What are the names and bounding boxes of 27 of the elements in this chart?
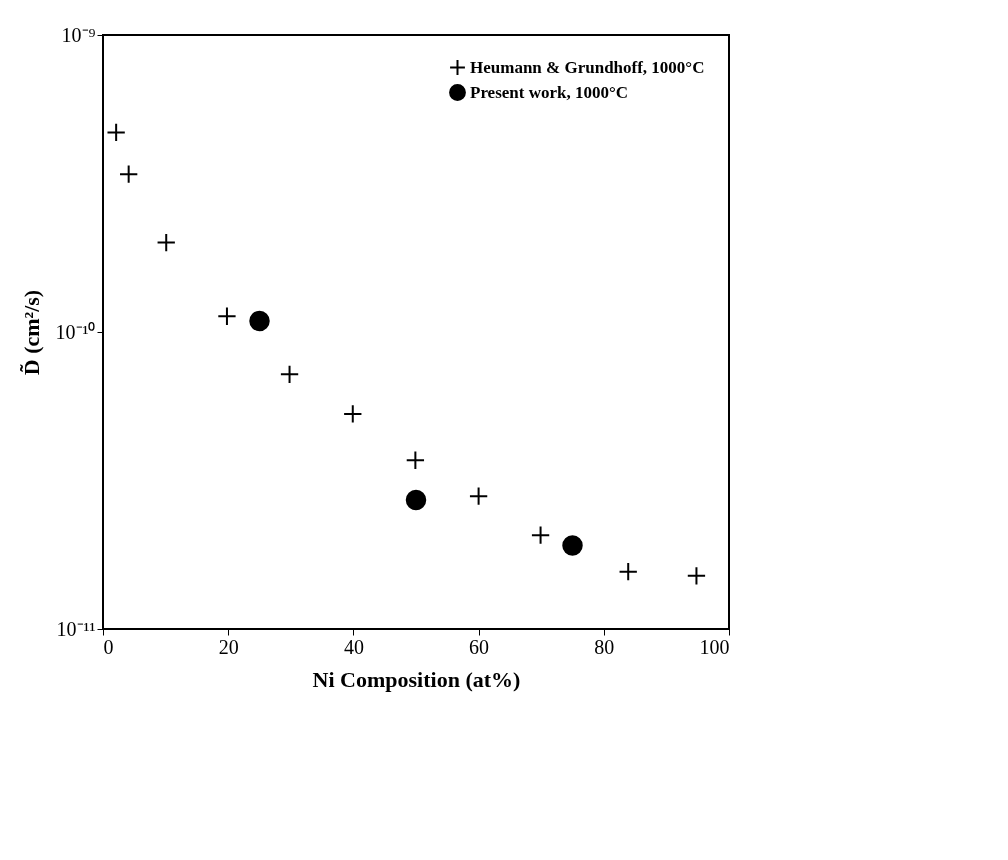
point — [156, 232, 176, 253]
point — [618, 561, 638, 582]
point — [217, 306, 237, 326]
point — [249, 310, 270, 332]
point — [343, 404, 363, 424]
x-axis-title: Ni Composition (at%) — [312, 666, 521, 692]
y-tick-label: 10⁻¹⁰ — [55, 320, 96, 343]
point — [530, 525, 551, 545]
x-tick-label: 80 — [594, 635, 615, 658]
point — [405, 450, 426, 470]
point — [106, 122, 126, 143]
x-tick-label: 0 — [103, 635, 114, 658]
x-tick-label: 100 — [699, 635, 730, 658]
x-tick-label: 40 — [343, 635, 364, 658]
legend-label: Present work, 1000°C — [470, 82, 629, 102]
point — [562, 535, 583, 556]
point — [686, 566, 707, 586]
legend-label: Heumann & Grundhoff, 1000°C — [470, 57, 705, 77]
y-tick-label: 10⁻¹¹ — [56, 617, 96, 640]
y-tick-label: 10⁻⁹ — [61, 23, 96, 46]
x-tick-label: 60 — [469, 635, 490, 658]
point — [279, 364, 300, 385]
point — [119, 164, 139, 184]
point — [405, 489, 427, 511]
x-tick-label: 20 — [218, 635, 239, 658]
point — [468, 486, 489, 506]
y-axis-title: D̃ (cm²/s) — [18, 289, 44, 376]
